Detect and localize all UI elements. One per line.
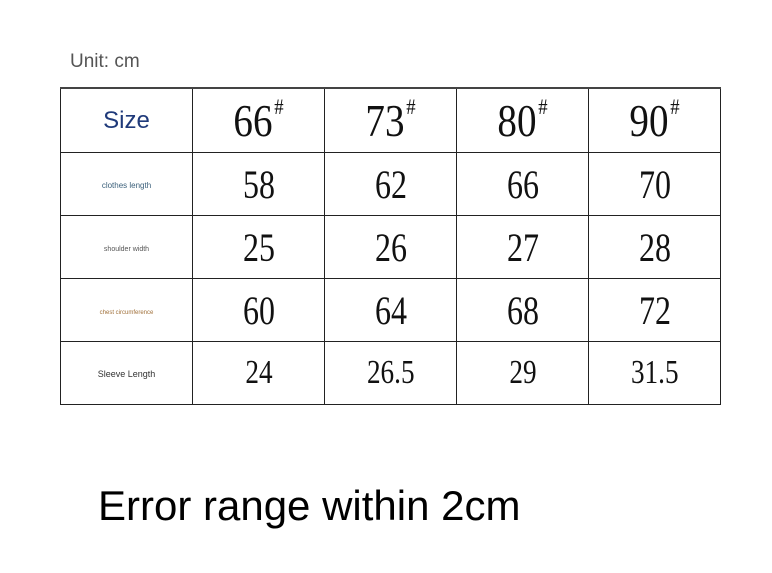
cell-value: 24 bbox=[244, 354, 273, 391]
row-label: Sleeve Length bbox=[97, 369, 156, 379]
cell-value: 68 bbox=[506, 287, 539, 333]
table-row: Sleeve Length 24 26.5 29 31.5 bbox=[60, 341, 721, 405]
size-mark: # bbox=[406, 94, 416, 119]
size-header-cell: 90# bbox=[588, 87, 721, 153]
cell-value: 26 bbox=[374, 224, 407, 270]
size-label: Size bbox=[103, 106, 150, 134]
cell-value: 72 bbox=[638, 287, 671, 333]
cell-value: 31.5 bbox=[630, 354, 679, 391]
cell-value: 62 bbox=[374, 161, 407, 207]
row-label: clothes length bbox=[101, 181, 152, 190]
table-row: clothes length 58 62 66 70 bbox=[60, 152, 721, 216]
row-label: shoulder width bbox=[103, 246, 150, 253]
cell-value: 29 bbox=[508, 354, 537, 391]
size-value: 80 bbox=[497, 95, 537, 146]
cell-value: 58 bbox=[242, 161, 275, 207]
cell-value: 64 bbox=[374, 287, 407, 333]
table-row: chest circumference 60 64 68 72 bbox=[60, 278, 721, 342]
size-header-cell: 73# bbox=[324, 87, 457, 153]
cell-value: 27 bbox=[506, 224, 539, 270]
cell-value: 66 bbox=[506, 161, 539, 207]
row-label: chest circumference bbox=[99, 310, 154, 316]
error-range-note: Error range within 2cm bbox=[98, 482, 521, 529]
size-mark: # bbox=[538, 94, 548, 119]
cell-value: 26.5 bbox=[366, 354, 415, 391]
cell-value: 28 bbox=[638, 224, 671, 270]
cell-value: 25 bbox=[242, 224, 275, 270]
cell-value: 70 bbox=[638, 161, 671, 207]
size-value: 90 bbox=[629, 95, 669, 146]
size-header-cell: Size bbox=[60, 87, 193, 153]
size-value: 66 bbox=[233, 95, 273, 146]
size-mark: # bbox=[274, 94, 284, 119]
size-value: 73 bbox=[365, 95, 405, 146]
size-chart-table: Size 66# 73# 80# 90# clothes length 58 6… bbox=[60, 87, 721, 405]
size-mark: # bbox=[670, 94, 680, 119]
size-header-cell: 66# bbox=[192, 87, 325, 153]
table-row: shoulder width 25 26 27 28 bbox=[60, 215, 721, 279]
cell-value: 60 bbox=[242, 287, 275, 333]
table-header-row: Size 66# 73# 80# 90# bbox=[60, 87, 721, 153]
size-header-cell: 80# bbox=[456, 87, 589, 153]
unit-label: Unit: cm bbox=[70, 51, 140, 72]
